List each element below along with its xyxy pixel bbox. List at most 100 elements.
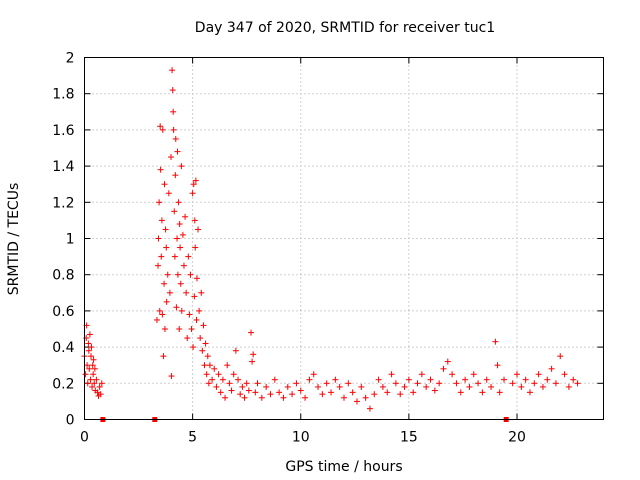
data-point bbox=[574, 380, 581, 387]
data-point bbox=[193, 275, 200, 282]
data-point bbox=[178, 163, 185, 170]
data-point bbox=[202, 340, 209, 347]
data-point bbox=[85, 340, 92, 347]
data-point bbox=[248, 329, 255, 336]
data-point bbox=[302, 394, 309, 401]
data-point bbox=[209, 376, 216, 383]
data-point bbox=[96, 383, 103, 390]
data-point bbox=[518, 383, 525, 390]
y-tick-label: 0.2 bbox=[52, 376, 74, 392]
data-point bbox=[522, 376, 529, 383]
data-point bbox=[176, 326, 183, 332]
data-point bbox=[561, 371, 568, 378]
data-point bbox=[90, 356, 97, 363]
data-point bbox=[170, 108, 177, 115]
data-point bbox=[531, 380, 538, 387]
data-point bbox=[90, 371, 97, 378]
y-tick-label: 1.2 bbox=[52, 195, 74, 211]
data-point bbox=[163, 298, 170, 305]
data-point bbox=[171, 253, 178, 260]
data-point bbox=[453, 380, 460, 387]
data-point bbox=[192, 177, 199, 184]
data-point bbox=[267, 391, 274, 398]
data-point bbox=[488, 383, 495, 390]
data-point bbox=[156, 307, 163, 314]
data-point bbox=[186, 311, 193, 318]
data-point bbox=[306, 376, 313, 383]
data-point bbox=[217, 389, 224, 396]
data-point bbox=[315, 383, 322, 390]
data-point bbox=[169, 87, 176, 94]
data-point bbox=[86, 365, 93, 372]
data-point bbox=[470, 371, 477, 378]
data-point bbox=[276, 389, 283, 396]
data-point bbox=[98, 380, 105, 387]
y-tick-label: 1.8 bbox=[52, 87, 74, 103]
data-point bbox=[379, 383, 386, 390]
data-point bbox=[235, 376, 242, 383]
data-point bbox=[252, 389, 259, 396]
data-point bbox=[410, 389, 417, 396]
data-point bbox=[196, 307, 203, 314]
data-point bbox=[89, 362, 96, 369]
data-point bbox=[94, 389, 101, 396]
data-point bbox=[271, 376, 278, 383]
x-tick-label: 15 bbox=[400, 430, 418, 446]
data-point bbox=[161, 326, 168, 332]
x-axis-label: GPS time / hours bbox=[285, 459, 402, 475]
data-point bbox=[201, 362, 208, 369]
data-point bbox=[293, 380, 300, 387]
data-point bbox=[319, 391, 326, 398]
data-point bbox=[494, 362, 501, 369]
data-point bbox=[190, 181, 197, 188]
data-point bbox=[174, 148, 181, 155]
data-point bbox=[153, 316, 160, 323]
data-point bbox=[353, 398, 360, 405]
data-point bbox=[178, 307, 185, 314]
data-point bbox=[466, 383, 473, 390]
data-point bbox=[169, 67, 176, 74]
data-point bbox=[284, 383, 291, 390]
data-point bbox=[332, 376, 339, 383]
data-point bbox=[245, 387, 252, 394]
data-point bbox=[159, 311, 166, 318]
data-point bbox=[180, 262, 187, 269]
y-tick-labels: 0 0.2 0.4 0.6 0.8 1 1.2 1.4 1.6 1.8 2 bbox=[52, 51, 74, 429]
data-point bbox=[509, 380, 516, 387]
data-point bbox=[197, 335, 204, 342]
data-point bbox=[84, 380, 91, 387]
data-point bbox=[206, 362, 213, 369]
data-point bbox=[349, 389, 356, 396]
data-point bbox=[163, 244, 170, 251]
y-tick-label: 1.4 bbox=[52, 159, 74, 175]
data-point bbox=[170, 126, 177, 133]
data-point bbox=[462, 376, 469, 383]
data-point bbox=[155, 235, 162, 242]
data-point bbox=[171, 208, 178, 215]
data-point bbox=[375, 376, 382, 383]
data-point bbox=[392, 380, 399, 387]
data-point bbox=[239, 383, 246, 390]
data-point bbox=[544, 376, 551, 383]
data-point bbox=[188, 326, 195, 332]
data-point bbox=[297, 387, 304, 394]
data-point bbox=[371, 391, 378, 398]
data-point bbox=[168, 373, 175, 380]
data-point bbox=[249, 358, 256, 365]
data-point bbox=[198, 289, 205, 296]
data-point bbox=[185, 253, 192, 260]
data-point bbox=[205, 380, 212, 387]
data-point bbox=[97, 391, 104, 398]
data-point bbox=[449, 371, 456, 378]
data-point bbox=[160, 353, 167, 360]
data-point bbox=[82, 371, 89, 378]
data-point bbox=[254, 380, 261, 387]
data-point bbox=[184, 335, 191, 342]
data-point bbox=[388, 371, 395, 378]
data-point bbox=[87, 353, 94, 360]
data-point bbox=[226, 380, 233, 387]
data-point bbox=[492, 338, 499, 345]
data-point bbox=[157, 166, 164, 173]
y-tick-label: 2 bbox=[66, 51, 75, 67]
data-point bbox=[345, 380, 352, 387]
